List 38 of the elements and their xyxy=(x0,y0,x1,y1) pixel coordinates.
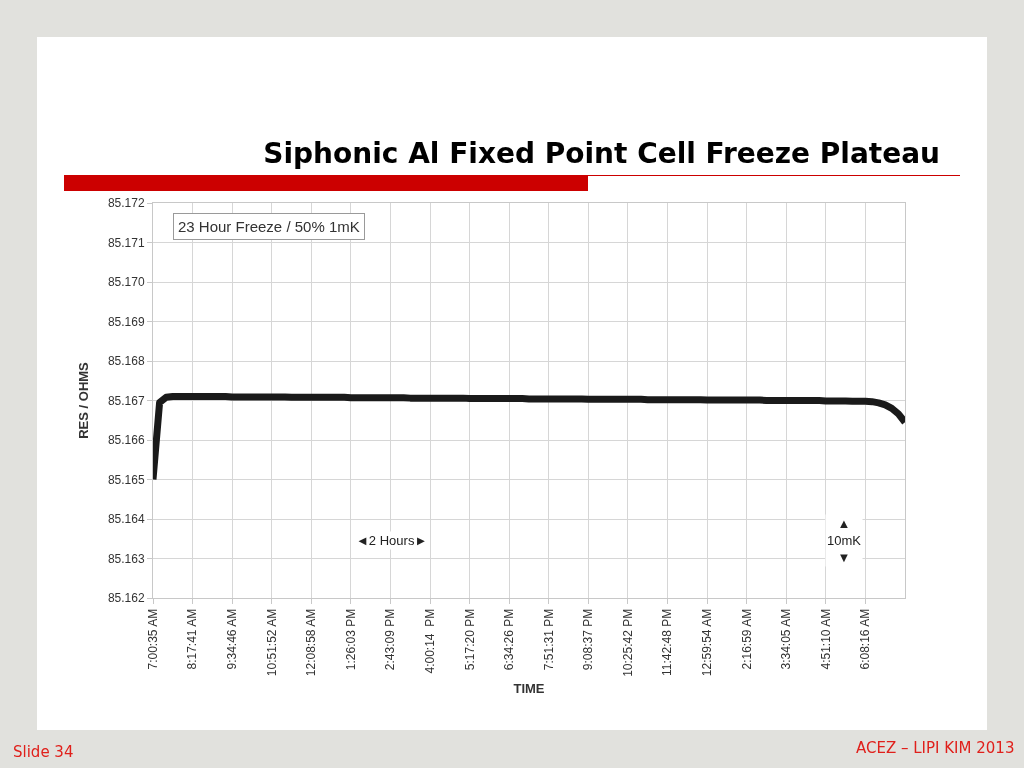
x-tick-label: 2:16:59 AM xyxy=(739,608,754,670)
x-tick-label: 7:00:35 AM xyxy=(145,608,160,670)
x-tick-label: 1:26:03 PM xyxy=(343,608,358,671)
x-tick-label: 9:34:46 AM xyxy=(225,608,240,670)
y-tick-label: 85.170 xyxy=(107,275,145,290)
y-tick-label: 85.168 xyxy=(107,354,145,369)
x-tick-label: 7:51:31 PM xyxy=(541,608,556,671)
x-tick-label: 6:34:26 PM xyxy=(502,608,517,671)
x-tick-label: 4:51:10 AM xyxy=(818,608,833,670)
text: ACEZ – LIPI KIM 2013 xyxy=(856,739,1015,757)
annotation: 23 Hour Freeze / 50% 1mK xyxy=(178,218,360,235)
x-tick-label: 10:51:52 AM xyxy=(264,608,279,677)
y-tick-label: 85.167 xyxy=(107,393,145,408)
y-tick-label: 85.163 xyxy=(107,551,145,566)
x-tick-label: 11:42:48 PM xyxy=(660,608,675,676)
x-tick-label: 2:43:09 PM xyxy=(383,608,398,671)
x-tick-label: 12:59:54 AM xyxy=(700,608,715,677)
text: Slide 34 xyxy=(13,743,74,761)
y-tick-label: 85.165 xyxy=(107,472,145,487)
annotation: ◄2 Hours► xyxy=(356,533,428,548)
y-tick-label: 85.164 xyxy=(107,512,145,527)
x-tick-label: 3:34:05 AM xyxy=(779,608,794,670)
y-tick-label: 85.166 xyxy=(107,433,145,448)
x-tick-label: 6:08:16 AM xyxy=(858,608,873,670)
x-axis-title: TIME xyxy=(513,681,545,697)
x-tick-label: 9:08:37 PM xyxy=(581,608,596,671)
y-tick-label: 85.162 xyxy=(107,591,145,606)
y-tick-label: 85.169 xyxy=(107,314,145,329)
y-axis-title: RES / OHMS xyxy=(75,361,91,439)
chart-title: Siphonic Al Fixed Point Cell Freeze Plateau xyxy=(263,136,940,170)
annotation: ▲ 10mK ▼ xyxy=(827,516,862,565)
x-tick-label: 8:17:41 AM xyxy=(185,608,200,670)
y-tick-label: 85.172 xyxy=(107,196,145,211)
x-tick-label: 12:08:58 AM xyxy=(304,608,319,677)
x-tick-label: 10:25:42 PM xyxy=(620,608,635,677)
x-tick-label: 5:17:20 PM xyxy=(462,608,477,671)
y-tick-label: 85.171 xyxy=(107,235,145,250)
x-tick-label: 4:00:14 PM xyxy=(422,608,437,674)
